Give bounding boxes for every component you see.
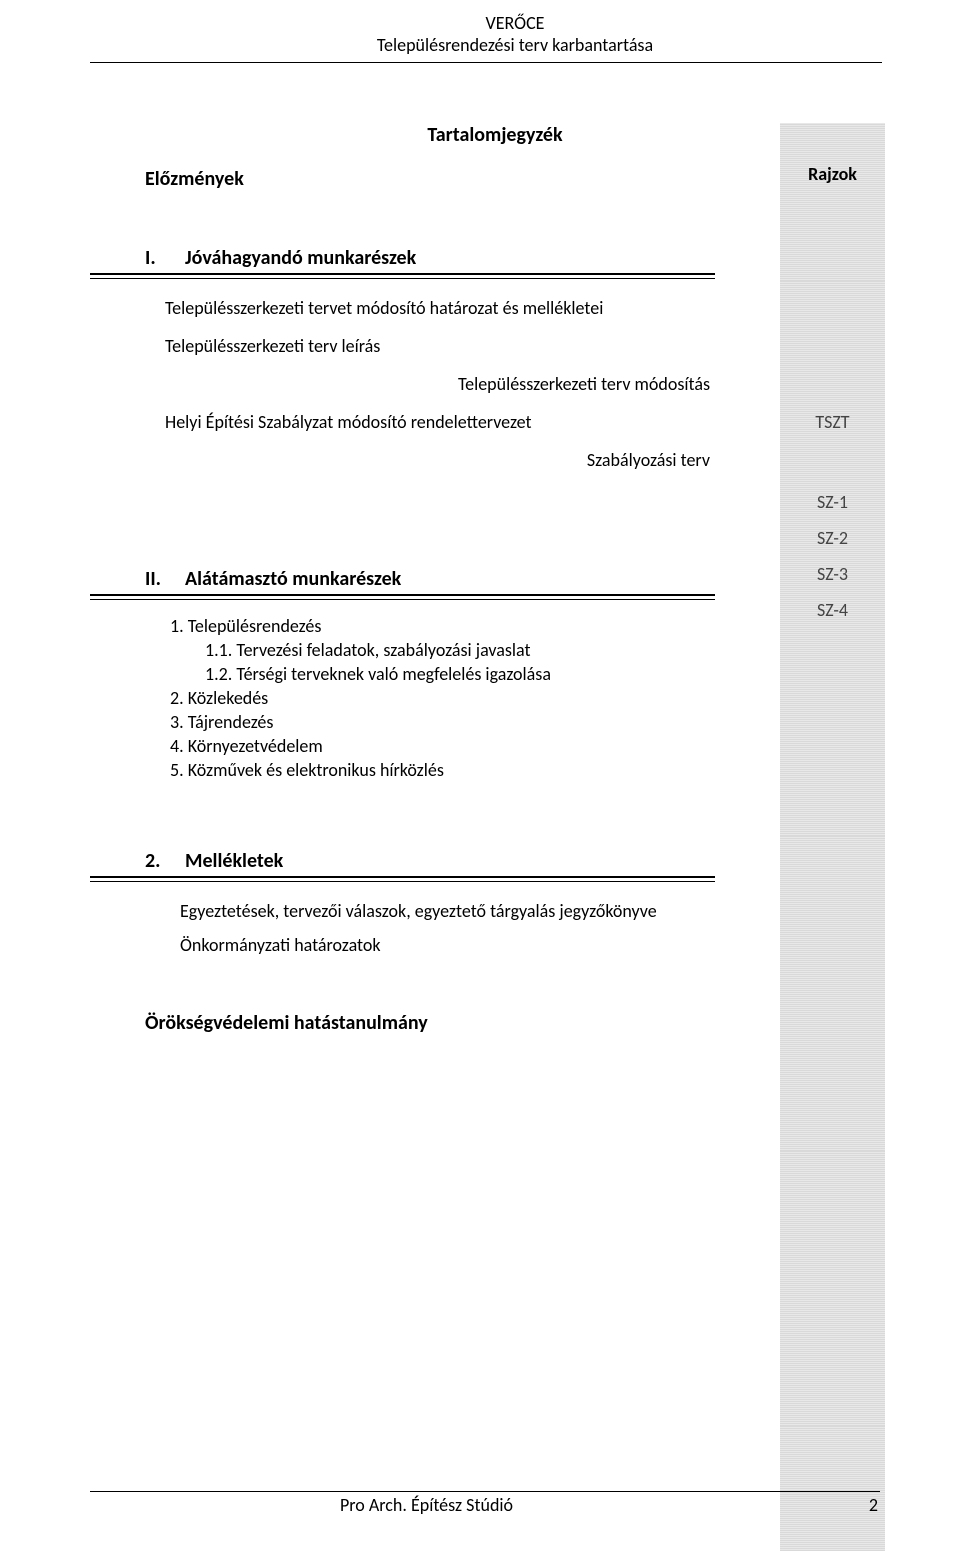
section-1-rule-top [90,273,715,275]
sidebar-code: SZ-1 [780,491,885,513]
section-1-body: Településszerkezeti tervet módosító hatá… [145,297,885,471]
sect1-line-e: Szabályozási terv [110,449,710,471]
section-2-number: II. [145,567,185,591]
section-3-number: 2. [145,849,185,873]
sidebar-code: SZ-4 [780,599,885,621]
toc-title: Tartalomjegyzék [105,123,885,147]
section-3: 2.Mellékletek Egyeztetések, tervezői vál… [145,849,885,956]
footer-row: Pro Arch. Építész Stúdió 2 [90,1494,880,1516]
list-item: 4. Környezetvédelem [170,735,885,757]
section-2-title: Alátámasztó munkarészek [185,567,401,591]
section-2-rule-top [90,594,715,596]
section-2: II.Alátámasztó munkarészek 1. Településr… [145,567,885,781]
section-2-list: 1. Településrendezés 1.1. Tervezési fela… [170,615,885,781]
header-title: VERŐCE [145,12,885,34]
list-item: 2. Közlekedés [170,687,885,709]
sect1-line-a: Településszerkezeti tervet módosító hatá… [165,297,885,319]
sidebar-header: Rajzok [780,123,885,281]
section-1-number: I. [145,246,185,270]
content-area: Rajzok TSZT SZ-1 SZ-2 SZ-3 SZ-4 Tartalom… [145,123,885,1035]
sect1-line-c: Településszerkezeti terv módosítás [110,373,710,395]
footer-page-number: 2 [869,1494,878,1516]
rajzok-sidebar: Rajzok TSZT SZ-1 SZ-2 SZ-3 SZ-4 [780,123,885,1551]
sidebar-code: SZ-2 [780,527,885,549]
section-1-title: Jóváhagyandó munkarészek [185,246,416,270]
sidebar-sect3 [780,1151,885,1426]
header-rule [90,62,882,63]
header-subtitle: Településrendezési terv karbantartása [145,34,885,56]
section-1-heading: I.Jóváhagyandó munkarészek [145,246,885,270]
sect1-line-d: Helyi Építési Szabályzat módosító rendel… [165,411,885,433]
list-item: 3. Tájrendezés [170,711,885,733]
preface-heading: Előzmények [145,167,885,191]
list-item: 5. Közművek és elektronikus hírközlés [170,759,885,781]
section-4-title: Örökségvédelemi hatástanulmány [145,1011,885,1035]
page: VERŐCE Településrendezési terv karbantar… [0,0,960,1035]
sidebar-code: TSZT [780,411,885,433]
page-header: VERŐCE Településrendezési terv karbantar… [145,12,885,56]
section-2-rule-bottom [90,599,715,600]
section-3-rule-bottom [90,881,715,882]
section-3-rule-top [90,876,715,878]
section-1: I.Jóváhagyandó munkarészek Településszer… [145,246,885,471]
sidebar-code: SZ-3 [780,563,885,585]
page-footer: Pro Arch. Építész Stúdió 2 [90,1491,880,1516]
section-3-heading: 2.Mellékletek [145,849,885,873]
section-1-rule-bottom [90,278,715,279]
section-2-heading: II.Alátámasztó munkarészek [145,567,885,591]
section-4: Örökségvédelemi hatástanulmány [145,1011,885,1035]
sidebar-sect4 [780,1426,885,1551]
list-item: 1. Településrendezés [170,615,885,637]
sidebar-sect1: TSZT SZ-1 SZ-2 SZ-3 SZ-4 [780,281,885,836]
footer-center: Pro Arch. Építész Stúdió [340,1494,513,1516]
footer-rule [90,1491,880,1492]
sidebar-sect2 [780,836,885,1151]
section-3-title: Mellékletek [185,849,283,873]
sect1-line-b: Településszerkezeti terv leírás [165,335,885,357]
